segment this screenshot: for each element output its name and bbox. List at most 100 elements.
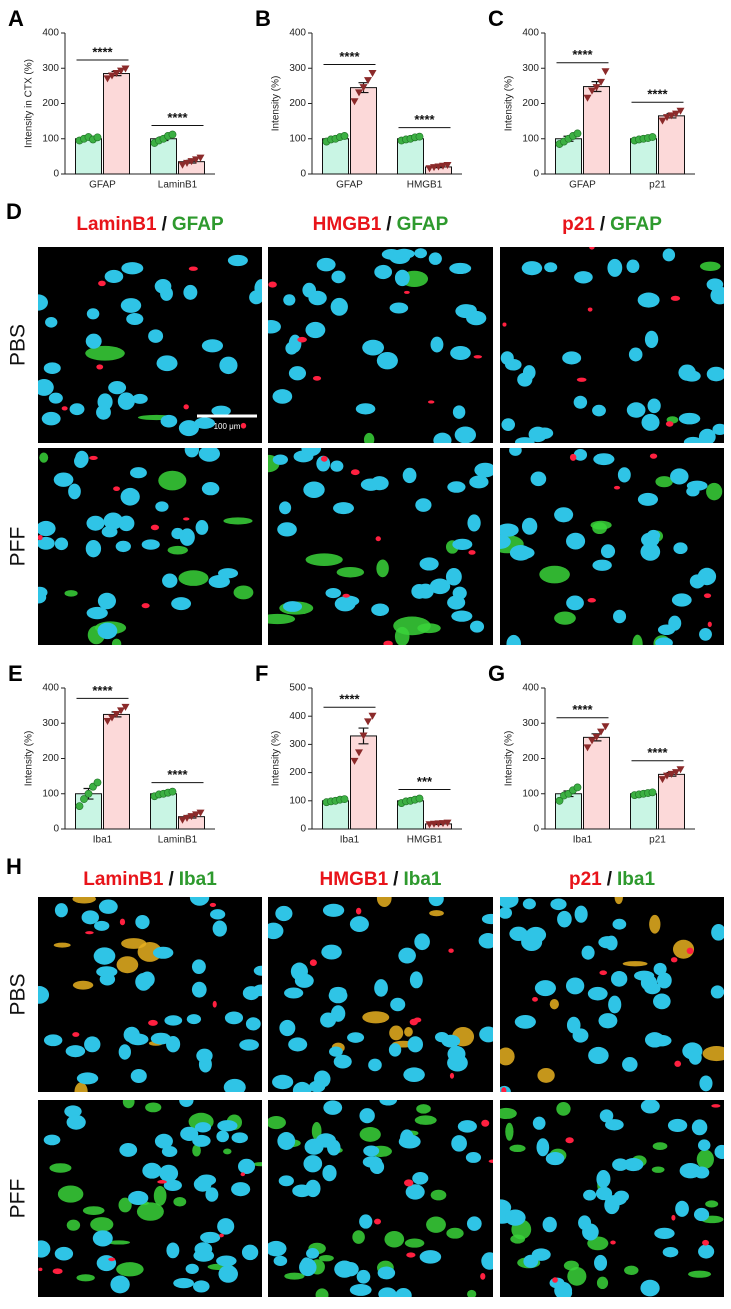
y-axis-label: Intensity (%): [271, 76, 282, 132]
nucleus: [451, 1135, 467, 1152]
nucleus: [536, 1138, 550, 1157]
nucleus: [530, 471, 547, 487]
glia-signal: [53, 942, 71, 948]
data-point: [355, 749, 363, 757]
glia-signal: [116, 956, 139, 974]
glia-signal: [416, 1104, 431, 1114]
data-point: [75, 802, 84, 810]
micrograph-content: [38, 1100, 262, 1294]
nucleus: [201, 339, 224, 353]
nucleus: [500, 897, 519, 908]
micrograph-bg: [500, 897, 724, 1092]
nucleus: [94, 920, 110, 931]
data-point: [121, 703, 130, 711]
significance-label: ****: [92, 683, 113, 698]
data-point: [80, 795, 88, 803]
nucleus: [670, 468, 689, 485]
nucleus: [449, 262, 472, 274]
data-point: [359, 84, 368, 92]
marker-signal: [383, 640, 393, 645]
glia-signal: [85, 345, 125, 361]
column-header: LaminB1/Iba1: [83, 869, 217, 890]
nucleus: [689, 574, 705, 589]
nucleus: [321, 944, 342, 960]
nucleus: [219, 356, 238, 375]
nucleus: [562, 351, 582, 365]
y-tick-label: 300: [289, 739, 306, 750]
marker-signal: [473, 355, 483, 359]
x-tick-label: p21: [649, 835, 666, 846]
marker-signal: [240, 422, 247, 429]
nucleus: [514, 1014, 536, 1029]
nucleus: [333, 502, 354, 515]
nucleus: [610, 971, 628, 987]
nucleus: [272, 454, 288, 465]
glia-signal: [318, 1254, 334, 1262]
data-point: [597, 78, 605, 86]
nucleus: [467, 514, 481, 532]
bar: [103, 713, 130, 830]
nucleus: [712, 423, 724, 436]
nucleus: [110, 1275, 130, 1294]
nucleus: [667, 1118, 688, 1133]
nucleus: [196, 1048, 213, 1063]
nucleus: [451, 610, 473, 622]
glia-signal: [706, 482, 723, 501]
marker-signal: [320, 455, 328, 462]
nucleus: [683, 436, 703, 443]
y-axis-label: Intensity (%): [271, 731, 282, 787]
glia-signal: [363, 432, 375, 443]
glia-signal: [268, 1116, 286, 1130]
nucleus: [92, 1230, 113, 1247]
marker-signal: [589, 247, 595, 250]
data-point: [112, 70, 121, 78]
marker-signal: [52, 1268, 63, 1275]
nucleus: [142, 1162, 162, 1179]
nucleus: [378, 1287, 397, 1297]
significance-label: ***: [417, 774, 433, 789]
significance-label: ****: [167, 767, 188, 782]
data-point: [103, 717, 112, 725]
y-tick-label: 200: [42, 753, 59, 764]
micrograph: [500, 448, 724, 645]
glia-signal: [505, 1122, 514, 1141]
nucleus: [429, 578, 451, 595]
nucleus: [612, 918, 627, 930]
nucleus: [239, 1039, 259, 1051]
nucleus: [148, 329, 164, 343]
data-point: [196, 154, 205, 162]
y-tick-label: 300: [42, 63, 59, 74]
nucleus: [193, 1280, 210, 1293]
y-tick-label: 300: [522, 63, 539, 74]
column-header: LaminB1/GFAP: [76, 214, 224, 235]
data-point: [415, 132, 424, 141]
nucleus: [454, 426, 477, 443]
micrograph-content: [500, 247, 724, 443]
nucleus: [608, 995, 622, 1014]
y-tick-label: 100: [42, 133, 59, 144]
nucleus: [272, 1074, 294, 1090]
nucleus: [706, 366, 724, 382]
y-tick-label: 200: [289, 98, 306, 109]
nucleus: [98, 899, 118, 914]
micrograph-content: [268, 448, 493, 645]
y-tick-label: 400: [522, 683, 539, 694]
nucleus: [323, 1100, 343, 1115]
nucleus: [592, 559, 612, 571]
nucleus: [217, 1218, 235, 1235]
glia-signal: [624, 1265, 639, 1275]
nucleus: [166, 1242, 180, 1259]
marker-signal: [686, 947, 694, 955]
nucleus: [249, 290, 262, 305]
data-point: [663, 772, 671, 780]
marker-signal: [119, 918, 126, 926]
nucleus: [662, 1247, 679, 1258]
data-point: [355, 89, 363, 97]
nucleus: [38, 1240, 51, 1258]
glia-signal: [632, 634, 643, 645]
data-point: [183, 814, 191, 822]
marker-signal: [576, 377, 587, 382]
marker-signal: [157, 1180, 167, 1184]
separator: /: [607, 869, 613, 890]
data-point: [368, 712, 377, 720]
